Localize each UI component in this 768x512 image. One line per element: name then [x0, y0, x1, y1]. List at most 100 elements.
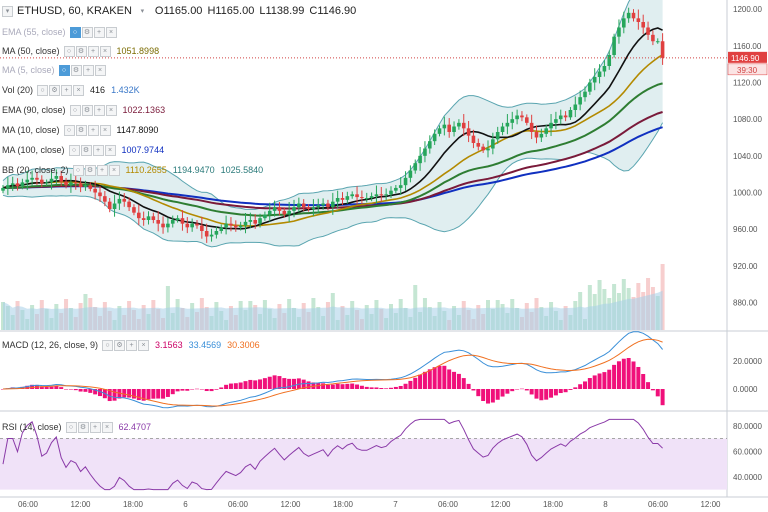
candle-body: [495, 132, 500, 140]
indicator-value: 1110.2655: [125, 165, 167, 175]
indicator-legend-row: MA (100, close) ○ ⚙ + × 1007.9744: [2, 144, 170, 157]
macd-histogram-bar: [112, 389, 117, 401]
close-icon[interactable]: ×: [138, 340, 150, 351]
candle-body: [263, 214, 267, 219]
indicator-legend-row: MA (50, close) ○ ⚙ + × 1051.8998: [2, 45, 165, 58]
candle-body: [73, 182, 78, 184]
candle-body: [413, 163, 418, 171]
macd-histogram-bar: [117, 389, 122, 399]
macd-histogram-bar: [258, 379, 263, 389]
indicator-buttons: ○ ⚙ + ×: [58, 65, 107, 76]
add-icon[interactable]: +: [89, 422, 101, 433]
macd-histogram-bar: [165, 389, 170, 397]
macd-histogram-bar: [44, 387, 49, 389]
close-icon[interactable]: ×: [101, 422, 113, 433]
add-icon[interactable]: +: [93, 27, 105, 38]
dropdown-icon[interactable]: ▾: [140, 8, 145, 15]
ohlc-open: O1165.00: [154, 5, 203, 17]
candle-body: [457, 122, 461, 127]
macd-histogram-bar: [461, 378, 466, 389]
macd-histogram-bar: [364, 386, 369, 389]
macd-histogram-bar: [88, 389, 93, 393]
add-icon[interactable]: +: [96, 165, 108, 176]
candle-body: [481, 146, 485, 151]
eye-icon[interactable]: ○: [69, 105, 81, 116]
candle-body: [558, 115, 563, 120]
macd-histogram-bar: [583, 381, 587, 389]
add-icon[interactable]: +: [93, 105, 105, 116]
eye-icon[interactable]: ○: [65, 422, 77, 433]
settings-icon[interactable]: ⚙: [75, 125, 87, 136]
macd-signal-line: [2, 338, 663, 407]
eye-icon[interactable]: ○: [102, 340, 114, 351]
eye-icon[interactable]: ○: [68, 145, 80, 156]
close-icon[interactable]: ×: [99, 125, 111, 136]
time-tick-label: 12:00: [70, 500, 91, 509]
candle-body: [583, 91, 587, 98]
macd-histogram-bar: [374, 387, 379, 389]
add-icon[interactable]: +: [82, 65, 94, 76]
ohlc-high: H1165.00: [207, 5, 255, 17]
close-icon[interactable]: ×: [73, 85, 85, 96]
close-icon[interactable]: ×: [104, 145, 116, 156]
candle-body: [1, 187, 5, 191]
settings-icon[interactable]: ⚙: [81, 105, 93, 116]
rsi-band-fill: [0, 438, 727, 490]
add-icon[interactable]: +: [61, 85, 73, 96]
eye-icon[interactable]: ○: [63, 46, 75, 57]
candle-body: [379, 194, 384, 196]
add-icon[interactable]: +: [87, 46, 99, 57]
rsi-line: [2, 418, 663, 491]
macd-histogram-bar: [602, 372, 607, 389]
close-icon[interactable]: ×: [99, 46, 111, 57]
settings-icon[interactable]: ⚙: [81, 27, 93, 38]
eye-icon[interactable]: ○: [72, 165, 84, 176]
settings-icon[interactable]: ⚙: [75, 46, 87, 57]
countdown-badge: [727, 63, 768, 76]
add-icon[interactable]: +: [92, 145, 104, 156]
macd-histogram-bar: [655, 389, 660, 397]
macd-histogram-bar: [553, 389, 558, 396]
indicator-buttons: ○ ⚙ + ×: [68, 145, 117, 156]
indicator-buttons: ○ ⚙ + ×: [63, 46, 112, 57]
symbol-title: ETHUSD, 60, KRAKEN: [17, 5, 132, 17]
add-icon[interactable]: +: [87, 125, 99, 136]
add-icon[interactable]: +: [126, 340, 138, 351]
settings-icon[interactable]: ⚙: [80, 145, 92, 156]
candle-body: [500, 126, 505, 132]
macd-histogram-bar: [447, 369, 452, 389]
indicator-value: 1025.5840: [220, 165, 264, 175]
macd-histogram-bar: [534, 389, 539, 399]
settings-icon[interactable]: ⚙: [84, 165, 96, 176]
close-icon[interactable]: ×: [105, 105, 117, 116]
close-icon[interactable]: ×: [108, 165, 120, 176]
macd-histogram-bar: [631, 361, 636, 389]
eye-icon[interactable]: ○: [58, 65, 70, 76]
macd-histogram-bar: [345, 383, 350, 389]
macd-tick-label: 0.0000: [733, 385, 758, 394]
candle-body: [219, 227, 224, 231]
macd-tick-label: 20.0000: [733, 357, 762, 366]
close-icon[interactable]: ×: [94, 65, 106, 76]
candle-body: [466, 128, 471, 136]
settings-icon[interactable]: ⚙: [114, 340, 126, 351]
settings-icon[interactable]: ⚙: [70, 65, 82, 76]
candle-body: [204, 231, 209, 237]
candle-body: [515, 115, 519, 120]
settings-icon[interactable]: ⚙: [49, 85, 61, 96]
eye-icon[interactable]: ○: [63, 125, 75, 136]
collapse-icon[interactable]: ▾: [2, 6, 13, 17]
eye-icon[interactable]: ○: [69, 27, 81, 38]
candle-body: [539, 133, 544, 138]
settings-icon[interactable]: ⚙: [77, 422, 89, 433]
eye-icon[interactable]: ○: [37, 85, 49, 96]
candle-body: [326, 203, 330, 208]
candle-body: [175, 218, 180, 220]
close-icon[interactable]: ×: [105, 27, 117, 38]
time-tick-label: 12:00: [490, 500, 511, 509]
indicator-name: MA (50, close): [2, 46, 60, 56]
candle-body: [35, 177, 39, 180]
macd-histogram-bar: [68, 389, 73, 390]
macd-histogram-bar: [607, 369, 612, 389]
